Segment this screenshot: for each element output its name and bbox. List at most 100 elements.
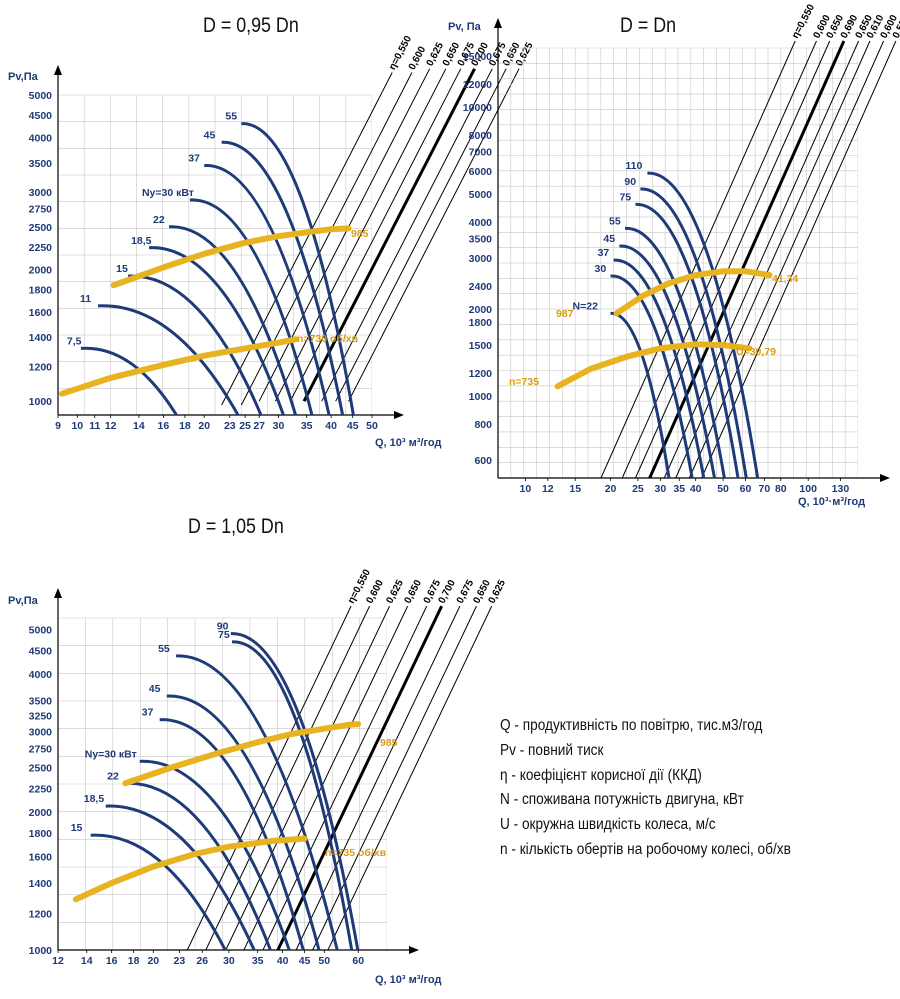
power-label: 55 — [609, 215, 621, 227]
efficiency-line — [327, 605, 493, 951]
y-axis-label: Pv, Па — [448, 21, 482, 33]
y-tick-label: 8000 — [469, 130, 493, 142]
y-tick-label: 2250 — [29, 784, 53, 796]
power-curve — [166, 694, 321, 950]
y-axis-arrow — [54, 588, 62, 598]
x-axis-arrow — [880, 474, 890, 482]
x-tick-label: 50 — [318, 955, 330, 967]
power-label: 18,5 — [84, 793, 105, 805]
power-curve — [230, 632, 360, 950]
y-tick-label: 2400 — [469, 281, 493, 293]
efficiency-line — [701, 40, 897, 479]
x-tick-label: 23 — [174, 955, 186, 967]
y-tick-label: 2500 — [29, 763, 53, 775]
x-tick-label: 80 — [775, 483, 787, 495]
legend-item-pv: Pv - повний тиск — [500, 741, 604, 759]
chart-d095: 9 10 11 12 14 16 18 20 23 25 27 30 35 40 45 50 1000 1200 1… — [8, 34, 536, 449]
y-tick-label: 7000 — [469, 147, 493, 159]
efficiency-line — [335, 68, 507, 402]
efficiency-line — [321, 68, 493, 402]
power-label: Ny=30 кВт — [85, 748, 137, 760]
y-tick-label: 2000 — [29, 807, 53, 819]
efficiency-line — [243, 605, 409, 951]
power-curve — [139, 759, 291, 950]
speed-label: 985 — [351, 228, 369, 240]
x-tick-label: 45 — [299, 955, 311, 967]
efficiency-line — [348, 68, 520, 402]
efficiency-line — [312, 605, 477, 951]
speed-curve — [122, 721, 362, 787]
y-tick-label: 800 — [474, 419, 492, 431]
x-tick-label: 130 — [832, 483, 850, 495]
power-label: 90 — [624, 176, 636, 188]
efficiency-line — [258, 68, 431, 402]
power-curves — [610, 171, 760, 478]
x-tick-label: 35 — [673, 483, 685, 495]
legend: Q - продуктивність по повітрю, тис.м3/го… — [500, 714, 890, 863]
power-curve — [624, 226, 726, 478]
power-curve — [221, 140, 345, 415]
speed-label: 41,34 — [772, 273, 798, 285]
speed-annotation: n=735 — [509, 376, 539, 388]
y-tick-label: 1400 — [29, 332, 53, 344]
speed-curve — [110, 225, 352, 289]
efficiency-label: 0,650 — [403, 578, 425, 606]
y-tick-label: 1200 — [29, 362, 53, 374]
x-tick-label: 9 — [55, 420, 61, 432]
power-curve — [80, 346, 179, 415]
x-tick-label: 15 — [569, 483, 581, 495]
x-tick-label: 70 — [759, 483, 771, 495]
speed-curve — [613, 268, 773, 317]
y-tick-label: 5000 — [469, 189, 493, 201]
efficiency-line — [648, 40, 846, 479]
x-tick-label: 30 — [654, 483, 666, 495]
power-label: 110 — [625, 160, 642, 172]
efficiency-line — [262, 605, 428, 951]
efficiency-line — [205, 605, 371, 951]
efficiency-line — [635, 40, 831, 479]
x-tick-label: 14 — [133, 420, 145, 432]
x-tick-label: 16 — [106, 955, 118, 967]
power-label: 45 — [204, 129, 216, 141]
x-axis-label: Q, 10³ м³/год — [375, 437, 441, 449]
legend-item-q: Q - продуктивність по повітрю, тис.м3/го… — [500, 717, 763, 734]
x-tick-label: 35 — [252, 955, 264, 967]
power-curve — [610, 274, 694, 478]
speed-curve — [59, 336, 299, 397]
speed-label: n=735 об/хв — [325, 847, 387, 859]
x-tick-label: 40 — [325, 420, 337, 432]
y-tick-label: 3000 — [29, 726, 53, 738]
efficiency-label: 0,550 — [891, 13, 900, 41]
power-label: 45 — [603, 233, 615, 245]
power-curve — [231, 640, 354, 950]
y-tick-label: 1500 — [469, 340, 493, 352]
y-tick-label: 1000 — [29, 396, 53, 408]
power-label: 37 — [142, 707, 154, 719]
y-tick-label: 3000 — [469, 253, 493, 265]
x-tick-label: 60 — [740, 483, 752, 495]
y-tick-label: 1200 — [29, 909, 53, 921]
chart2-title: D = Dn — [620, 14, 677, 37]
y-tick-label: 1000 — [469, 391, 493, 403]
y-tick-label: 3500 — [29, 158, 53, 170]
speed-annotation: 987 — [556, 308, 574, 320]
x-tick-label: 27 — [253, 420, 265, 432]
y-tick-label: 3500 — [29, 696, 53, 708]
efficiency-line — [600, 40, 796, 479]
power-label: 37 — [188, 153, 200, 165]
y-tick-label: 1800 — [469, 317, 493, 329]
power-label: 22 — [107, 770, 119, 782]
power-label: 15 — [116, 263, 128, 275]
x-tick-label: 11 — [89, 420, 100, 432]
speed-curve — [554, 341, 753, 390]
x-tick-label: 12 — [52, 955, 64, 967]
x-tick-label: 30 — [273, 420, 285, 432]
x-tick-label: 23 — [224, 420, 236, 432]
y-tick-label: 1600 — [29, 851, 53, 863]
x-tick-label: 50 — [366, 420, 378, 432]
y-tick-label: 1800 — [29, 284, 53, 296]
efficiency-line — [186, 605, 352, 951]
legend-item-u: U - окружна швидкість колеса, м/с — [500, 816, 716, 834]
power-label: 30 — [595, 263, 607, 275]
